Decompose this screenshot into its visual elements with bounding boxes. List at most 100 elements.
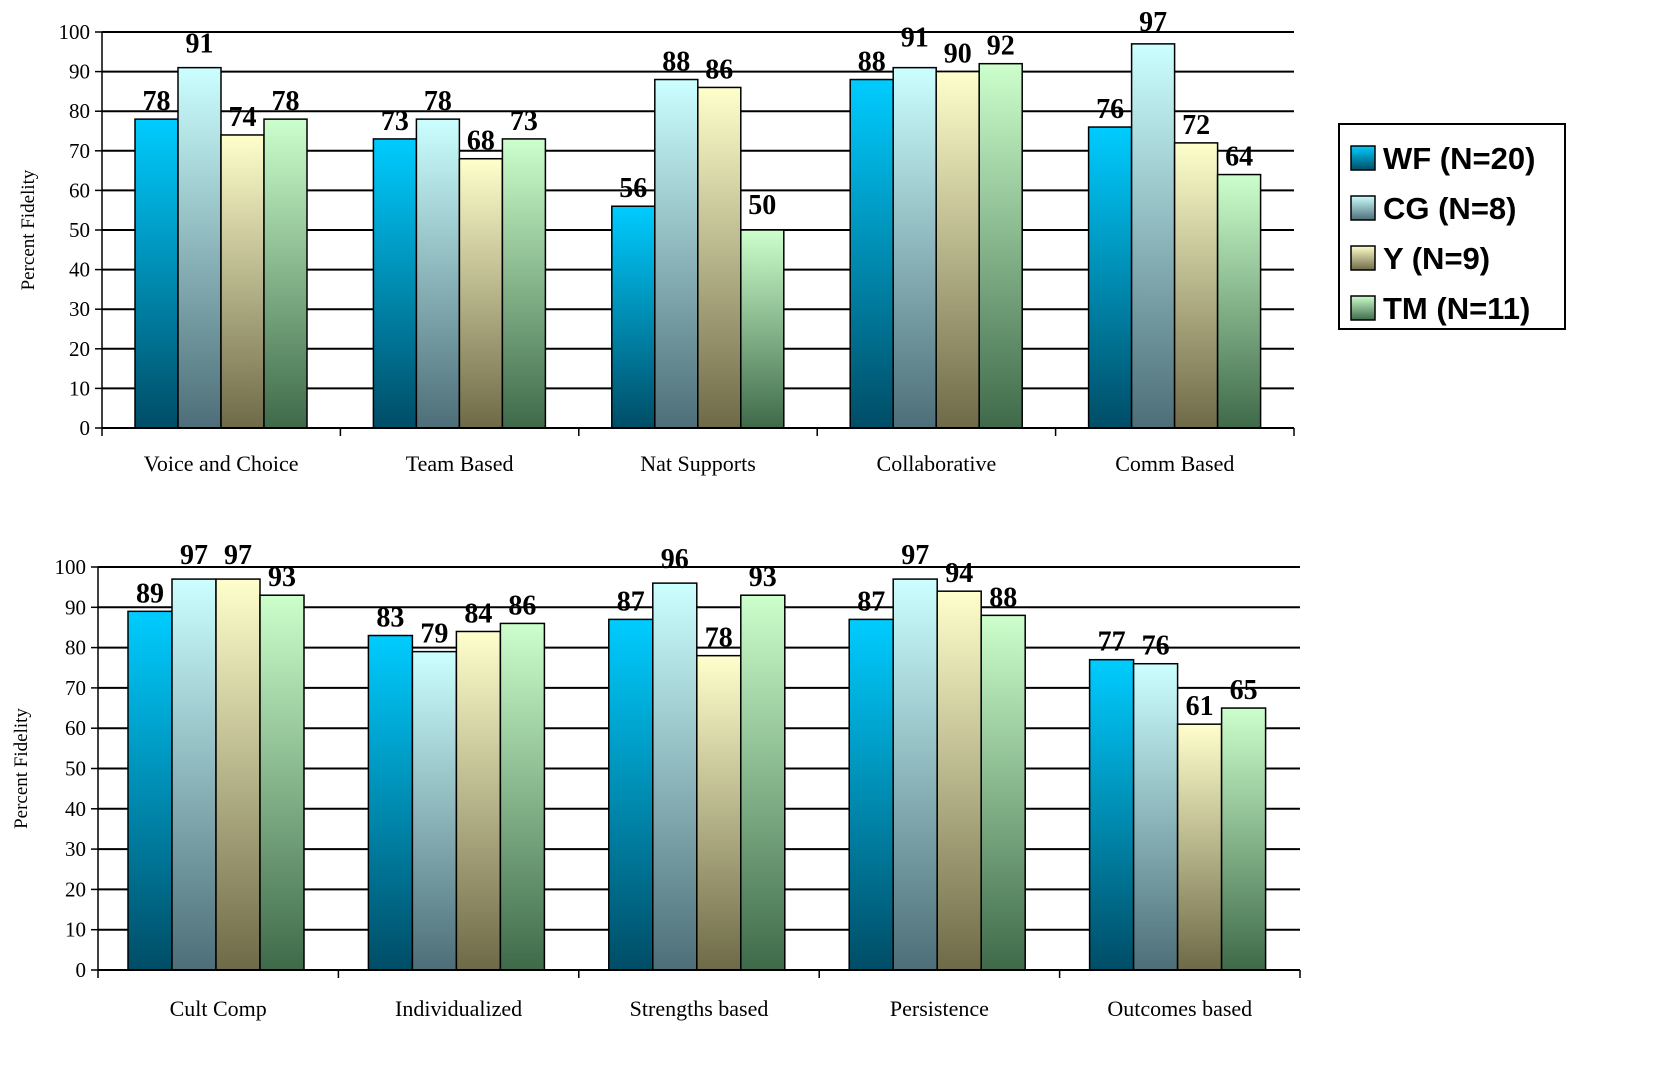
data-label: 76 — [1142, 631, 1170, 662]
data-label: 92 — [987, 31, 1015, 62]
data-label: 89 — [136, 578, 164, 609]
data-label: 86 — [508, 590, 536, 621]
data-label: 73 — [510, 106, 538, 137]
data-label: 64 — [1225, 142, 1253, 173]
y-tick-label: 10 — [65, 918, 86, 942]
data-label: 50 — [748, 190, 776, 221]
bar-persistence-y-n-9 — [936, 590, 982, 971]
data-label: 93 — [268, 562, 296, 593]
data-label: 97 — [901, 540, 929, 571]
y-tick-label: 60 — [65, 716, 86, 740]
top-chart: 0 10 20 30 40 50 60 70 80 90 100 Percent Fidelity 78… — [18, 7, 1295, 476]
y-tick-label: 20 — [65, 877, 86, 901]
bottom-chart: 0 10 20 30 40 50 60 70 80 90 100 Percent Fidelity 89… — [11, 540, 1301, 1021]
data-label: 78 — [272, 86, 300, 117]
y-tick-label: 80 — [69, 99, 90, 123]
bar-collaborative-tm-n-11 — [978, 62, 1023, 429]
legend-swatch-cg-n-8 — [1350, 195, 1376, 221]
legend-label: TM (N=11) — [1383, 291, 1530, 326]
bar-team-based-y-n-9 — [458, 157, 504, 429]
data-label: 78 — [705, 623, 733, 654]
bar-strengths-based-tm-n-11 — [740, 594, 786, 971]
y-tick-label: 0 — [76, 958, 87, 982]
data-label: 88 — [989, 582, 1017, 613]
bar-team-based-cg-n-8 — [415, 118, 461, 429]
data-label: 74 — [229, 102, 257, 133]
data-label: 77 — [1098, 627, 1126, 658]
y-tick-label: 90 — [65, 595, 86, 619]
bar-voice-and-choice-wf-n-20 — [134, 118, 179, 429]
y-tick-label: 60 — [69, 178, 90, 202]
bar-outcomes-based-y-n-9 — [1176, 723, 1223, 971]
data-label: 88 — [662, 47, 690, 78]
bar-nat-supports-cg-n-8 — [654, 78, 699, 429]
bar-team-based-tm-n-11 — [501, 138, 547, 429]
legend-label: Y (N=9) — [1383, 241, 1490, 276]
data-label: 68 — [467, 126, 495, 157]
bar-comm-based-y-n-9 — [1173, 142, 1219, 429]
y-tick-label: 50 — [69, 218, 90, 242]
bar-outcomes-based-wf-n-20 — [1088, 658, 1135, 971]
data-label: 86 — [705, 54, 733, 85]
data-label: 73 — [381, 106, 409, 137]
bar-collaborative-wf-n-20 — [849, 78, 894, 429]
x-category-label: Individualized — [395, 996, 522, 1021]
bar-collaborative-cg-n-8 — [892, 66, 937, 429]
x-category-label: Comm Based — [1115, 451, 1234, 476]
y-tick-label: 40 — [69, 258, 90, 282]
bar-voice-and-choice-tm-n-11 — [263, 118, 308, 429]
bar-individualized-cg-n-8 — [411, 650, 458, 971]
bar-individualized-y-n-9 — [455, 630, 502, 971]
bar-persistence-tm-n-11 — [980, 614, 1026, 971]
y-tick-label: 30 — [69, 297, 90, 321]
data-label: 88 — [858, 47, 886, 78]
data-label: 65 — [1230, 675, 1258, 706]
y-tick-label: 100 — [59, 20, 91, 44]
legend-label: CG (N=8) — [1383, 191, 1517, 226]
bar-cult-comp-wf-n-20 — [127, 610, 173, 971]
bar-strengths-based-y-n-9 — [696, 654, 742, 971]
y-tick-label: 70 — [69, 139, 90, 163]
bar-comm-based-wf-n-20 — [1087, 126, 1133, 429]
bar-outcomes-based-tm-n-11 — [1220, 707, 1267, 971]
y-tick-label: 100 — [55, 555, 87, 579]
y-tick-label: 0 — [80, 416, 91, 440]
bar-voice-and-choice-cg-n-8 — [177, 66, 222, 429]
data-label: 87 — [857, 586, 885, 617]
y-tick-label: 10 — [69, 376, 90, 400]
data-label: 78 — [424, 86, 452, 117]
x-category-label: Voice and Choice — [144, 451, 299, 476]
legend: WF (N=20) CG (N=8) Y (N=9) TM (N=11) — [1338, 123, 1566, 330]
x-category-label: Collaborative — [877, 451, 997, 476]
y-tick-label: 80 — [65, 636, 86, 660]
data-label: 76 — [1096, 94, 1124, 125]
bar-outcomes-based-cg-n-8 — [1132, 662, 1179, 971]
data-label: 97 — [224, 540, 252, 571]
bar-strengths-based-cg-n-8 — [652, 582, 698, 971]
data-label: 79 — [420, 619, 448, 650]
data-label: 78 — [143, 86, 171, 117]
data-label: 97 — [1139, 7, 1167, 38]
bar-collaborative-y-n-9 — [935, 70, 980, 429]
legend-box — [1338, 123, 1566, 330]
data-label: 97 — [180, 540, 208, 571]
bar-cult-comp-cg-n-8 — [171, 578, 217, 971]
x-category-label: Nat Supports — [640, 451, 756, 476]
data-label: 94 — [945, 558, 973, 589]
bar-nat-supports-y-n-9 — [697, 86, 742, 429]
data-label: 83 — [376, 603, 404, 634]
data-label: 72 — [1182, 110, 1210, 141]
bar-comm-based-tm-n-11 — [1216, 173, 1262, 429]
x-category-label: Persistence — [890, 996, 989, 1021]
bar-cult-comp-y-n-9 — [215, 578, 261, 971]
bar-team-based-wf-n-20 — [372, 138, 418, 429]
bar-persistence-cg-n-8 — [892, 578, 938, 971]
y-tick-label: 40 — [65, 797, 86, 821]
data-label: 91 — [186, 29, 214, 60]
bar-persistence-wf-n-20 — [848, 618, 894, 971]
y-tick-label: 20 — [69, 337, 90, 361]
data-label: 56 — [619, 173, 647, 204]
legend-swatch-tm-n-11 — [1350, 295, 1376, 321]
y-axis-label: Percent Fidelity — [11, 708, 32, 829]
x-category-label: Outcomes based — [1107, 996, 1252, 1021]
